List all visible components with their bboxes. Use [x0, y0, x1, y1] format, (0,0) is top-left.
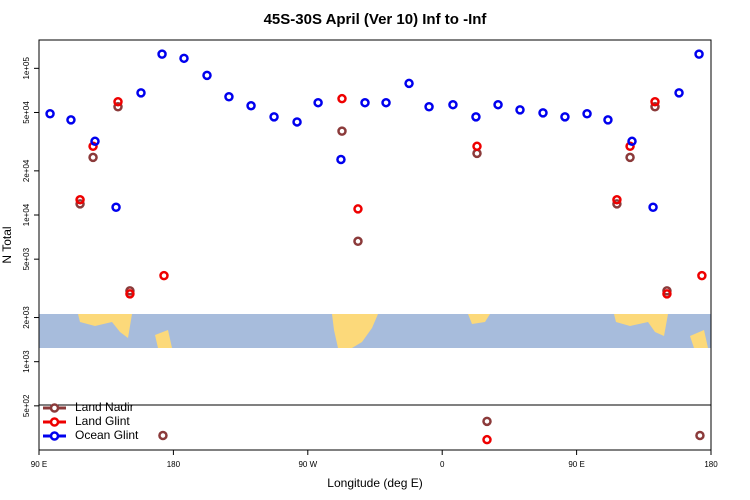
point	[66, 115, 76, 125]
point	[582, 109, 592, 119]
point	[424, 102, 434, 112]
point	[313, 97, 323, 108]
point	[482, 416, 492, 427]
point	[650, 102, 660, 112]
point	[612, 195, 622, 205]
point	[224, 92, 234, 102]
x-axis-label: Longitude (deg E)	[327, 476, 422, 490]
point	[603, 115, 613, 125]
point	[625, 152, 635, 163]
point	[381, 97, 391, 108]
point	[694, 49, 704, 59]
point	[560, 112, 570, 122]
legend-marker	[49, 417, 60, 427]
map-strip	[39, 314, 711, 348]
point	[113, 96, 123, 107]
x-tick-label: 90 E	[31, 460, 47, 469]
x-tick-label: 180	[167, 460, 181, 469]
point	[471, 112, 481, 122]
point	[90, 136, 100, 147]
point	[136, 88, 146, 98]
point	[336, 154, 346, 165]
point	[697, 270, 707, 281]
point	[650, 96, 660, 107]
point	[158, 430, 168, 441]
point	[612, 199, 622, 209]
legend-label: Ocean Glint	[75, 428, 139, 442]
point	[111, 202, 121, 212]
y-tick-label: 5e+03	[22, 247, 31, 270]
point	[360, 97, 370, 108]
point	[269, 112, 279, 122]
point	[648, 202, 658, 212]
point	[75, 199, 85, 209]
y-tick-label: 5e+04	[22, 101, 31, 124]
legend-label: Land Nadir	[75, 400, 134, 414]
legend-marker	[49, 403, 60, 413]
y-tick-label: 1e+03	[22, 350, 31, 373]
point	[515, 105, 525, 115]
point	[404, 78, 414, 89]
y-tick-label: 1e+05	[22, 57, 31, 80]
point	[75, 195, 85, 205]
point	[88, 152, 98, 163]
point	[448, 99, 458, 110]
point	[159, 270, 169, 281]
x-tick-label: 90 E	[568, 460, 584, 469]
point	[472, 141, 482, 152]
point	[353, 204, 363, 214]
x-tick-label: 90 W	[298, 460, 317, 469]
point	[538, 108, 548, 118]
point	[246, 100, 256, 111]
plot-frame	[38, 39, 712, 451]
point	[179, 53, 189, 64]
point	[662, 289, 672, 299]
x-tick-label: 180	[704, 460, 718, 469]
point	[157, 49, 167, 59]
point	[674, 88, 684, 98]
point	[627, 136, 637, 147]
y-tick-label: 1e+04	[22, 203, 31, 226]
chart-title: 45S-30S April (Ver 10) Inf to -Inf	[264, 11, 488, 28]
point	[695, 430, 705, 441]
legend-label: Land Glint	[75, 414, 130, 428]
legend-marker	[49, 431, 60, 441]
point	[353, 236, 363, 247]
point	[45, 109, 55, 119]
point	[113, 102, 123, 112]
y-tick-label: 5e+02	[22, 394, 31, 417]
y-axis-label: N Total	[0, 226, 14, 263]
point	[202, 70, 212, 81]
point	[292, 117, 302, 127]
x-tick-label: 0	[440, 460, 445, 469]
point	[337, 93, 347, 104]
point	[482, 434, 492, 445]
point	[337, 126, 347, 136]
point	[493, 99, 503, 110]
y-tick-label: 2e+04	[22, 159, 31, 182]
y-tick-label: 2e+03	[22, 306, 31, 329]
point	[125, 289, 135, 299]
